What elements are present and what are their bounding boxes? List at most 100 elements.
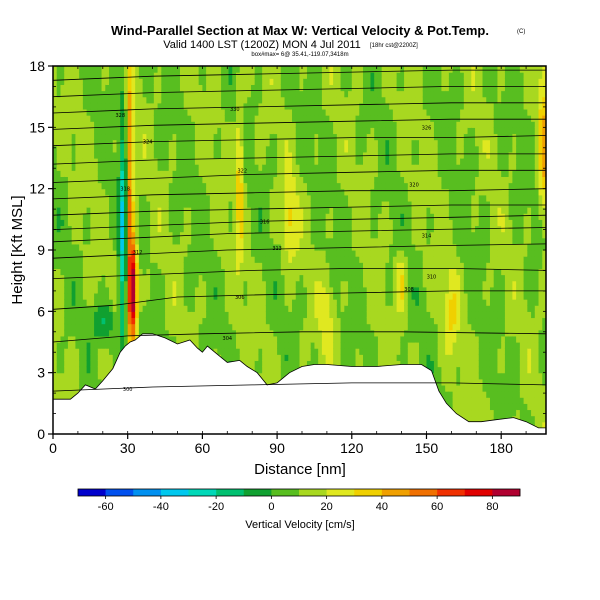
field-cell xyxy=(224,194,230,202)
field-cell xyxy=(82,72,88,79)
field-cell xyxy=(138,102,144,110)
field-cell xyxy=(224,72,230,79)
field-cell xyxy=(90,176,95,184)
field-cell xyxy=(75,121,80,128)
field-cell xyxy=(187,200,192,208)
field-cell xyxy=(71,262,76,269)
field-cell xyxy=(97,366,103,374)
field-cell xyxy=(269,305,274,312)
field-cell xyxy=(127,231,133,239)
field-cell xyxy=(142,194,147,202)
field-cell xyxy=(168,78,174,85)
field-cell xyxy=(325,194,330,202)
field-cell xyxy=(135,188,140,196)
field-cell xyxy=(236,335,241,343)
field-cell xyxy=(135,317,140,325)
field-cell xyxy=(318,213,323,220)
field-cell xyxy=(333,360,338,368)
field-cell xyxy=(131,231,136,239)
field-cell xyxy=(142,108,147,116)
field-cell xyxy=(262,200,267,208)
field-cell xyxy=(97,133,103,141)
field-cell xyxy=(277,256,282,263)
field-cell xyxy=(236,133,241,141)
field-cell xyxy=(265,274,271,282)
field-cell xyxy=(277,225,282,233)
field-cell xyxy=(236,299,241,306)
field-cell xyxy=(64,102,69,110)
field-cell xyxy=(318,194,323,202)
field-cell xyxy=(150,164,155,171)
field-cell xyxy=(314,207,319,214)
field-cell xyxy=(284,280,289,288)
field-cell xyxy=(258,72,263,79)
field-cell xyxy=(60,250,65,257)
field-cell xyxy=(138,133,144,141)
field-cell xyxy=(168,115,174,122)
field-cell xyxy=(262,66,267,73)
field-cell xyxy=(217,78,222,85)
field-cell xyxy=(90,372,95,380)
field-cell xyxy=(355,151,360,159)
field-cell xyxy=(333,164,338,171)
field-cell xyxy=(262,219,267,227)
field-cell xyxy=(340,102,345,110)
field-cell xyxy=(146,108,151,116)
field-cell xyxy=(179,194,185,202)
field-cell xyxy=(355,182,360,190)
field-cell xyxy=(116,102,121,110)
field-cell xyxy=(90,170,95,177)
field-cell xyxy=(284,66,289,73)
field-cell xyxy=(101,72,106,79)
field-cell xyxy=(90,90,95,98)
field-cell xyxy=(318,329,323,337)
field-cell xyxy=(333,158,338,165)
field-cell xyxy=(131,96,136,104)
field-cell xyxy=(355,280,360,288)
field-cell xyxy=(191,145,196,153)
field-cell xyxy=(67,323,73,331)
field-cell xyxy=(105,200,110,208)
field-cell xyxy=(258,78,263,85)
field-cell xyxy=(56,176,62,184)
field-cell xyxy=(250,121,256,128)
field-cell xyxy=(60,262,65,269)
field-cell xyxy=(318,200,323,208)
field-cell xyxy=(265,354,271,361)
field-cell xyxy=(142,188,147,196)
field-cell xyxy=(277,299,282,306)
field-cell xyxy=(79,200,84,208)
field-cell xyxy=(94,84,99,92)
field-cell xyxy=(344,182,349,190)
field-cell xyxy=(359,194,364,202)
field-cell xyxy=(165,237,170,245)
field-cell xyxy=(269,121,274,128)
field-cell xyxy=(127,225,133,233)
field-cell xyxy=(176,262,181,269)
field-cell xyxy=(280,317,286,325)
field-cell xyxy=(150,170,155,177)
field-cell xyxy=(198,243,203,251)
field-cell xyxy=(288,139,293,147)
field-cell xyxy=(224,274,230,282)
field-cell xyxy=(209,127,215,135)
field-cell xyxy=(202,200,207,208)
field-cell xyxy=(265,299,271,306)
field-cell xyxy=(105,354,110,361)
field-cell xyxy=(157,219,162,227)
field-cell xyxy=(348,250,353,257)
field-cell xyxy=(310,292,316,300)
field-cell xyxy=(318,250,323,257)
field-cell xyxy=(157,127,162,135)
field-cell xyxy=(112,342,118,349)
field-cell xyxy=(75,164,80,171)
field-cell xyxy=(344,299,349,306)
field-cell xyxy=(138,237,144,245)
field-cell xyxy=(75,262,80,269)
field-cell xyxy=(258,207,263,214)
field-cell xyxy=(131,151,136,159)
field-cell xyxy=(325,115,330,122)
field-cell xyxy=(64,384,69,392)
field-cell xyxy=(336,176,342,184)
field-cell xyxy=(329,139,334,147)
